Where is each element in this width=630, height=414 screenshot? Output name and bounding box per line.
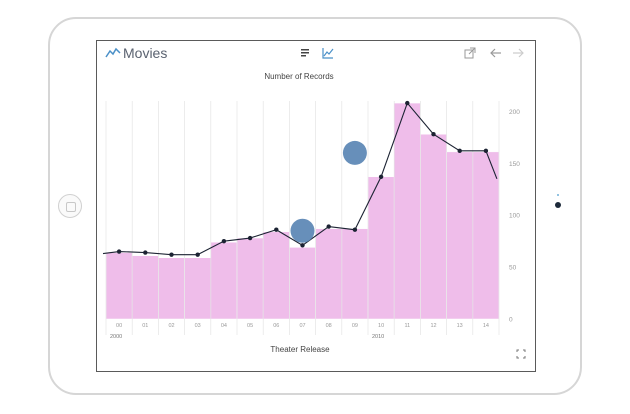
y-tick-label: 200 [509, 109, 520, 116]
app-screen: Movies Number of Records Theater Release… [96, 40, 536, 372]
x-tick-label: 14 [483, 323, 489, 329]
bar-03 [184, 257, 212, 320]
bar-08 [315, 228, 343, 320]
app-title: Movies [123, 45, 168, 61]
line-point-13 [457, 148, 462, 154]
line-point-02 [169, 252, 174, 257]
x-tick-label: 06 [273, 323, 279, 329]
x-tick-label: 13 [457, 323, 463, 329]
chart-view-icon[interactable] [321, 46, 335, 60]
line-point-01 [143, 250, 148, 255]
bar-14 [472, 151, 500, 320]
bar-02 [158, 257, 185, 320]
bar-06 [262, 231, 290, 320]
camera-icon [555, 202, 561, 208]
bubble-09 [342, 140, 367, 165]
year-label: 2010 [372, 334, 384, 340]
bar-00 [105, 252, 133, 320]
bar-09 [341, 228, 369, 320]
expand-icon[interactable] [516, 349, 526, 359]
bar-12 [420, 133, 447, 320]
sensor-dot [557, 194, 559, 196]
list-view-icon[interactable] [298, 46, 312, 60]
line-point-14 [483, 148, 489, 154]
x-tick-label: 11 [404, 323, 410, 329]
line-point-11 [405, 100, 410, 106]
bubble-07 [290, 218, 315, 243]
line-point-10 [378, 174, 384, 179]
line-point-09 [352, 227, 358, 232]
share-icon[interactable] [463, 46, 477, 60]
y-tick-label: 100 [509, 213, 520, 220]
chart-logo-icon [105, 47, 121, 58]
bar-10 [367, 176, 395, 320]
bar-04 [210, 241, 238, 320]
year-label: 2000 [110, 334, 122, 340]
y-tick-label: 50 [509, 265, 517, 272]
x-tick-label: 00 [116, 323, 122, 329]
bar-05 [236, 237, 264, 320]
x-tick-label: 07 [299, 323, 305, 329]
x-tick-label: 02 [168, 323, 174, 329]
chart-title: Number of Records [264, 72, 333, 81]
x-tick-label: 12 [430, 323, 436, 329]
x-tick-label: 03 [195, 323, 201, 329]
line-point-08 [326, 224, 331, 229]
y-tick-label: 0 [509, 317, 513, 324]
forward-arrow-icon[interactable] [511, 46, 525, 60]
x-tick-label: 10 [378, 323, 384, 329]
x-tick-label: 09 [352, 323, 358, 329]
bar-13 [446, 151, 474, 320]
x-tick-label: 05 [247, 323, 253, 329]
line-point-00 [116, 249, 122, 254]
line-point-03 [195, 252, 200, 257]
y-tick-label: 150 [509, 161, 520, 168]
x-tick-label: 08 [326, 323, 332, 329]
line-point-12 [431, 132, 436, 137]
records-chart: Number of Records Theater Release 050100… [102, 72, 520, 354]
back-arrow-icon[interactable] [489, 46, 503, 60]
line-point-04 [221, 238, 227, 244]
bar-11 [393, 102, 421, 320]
x-tick-label: 04 [221, 323, 227, 329]
line-point-05 [247, 235, 253, 241]
x-tick-label: 01 [142, 323, 148, 329]
bar-01 [131, 255, 159, 320]
line-point-06 [274, 227, 279, 232]
x-axis-title: Theater Release [270, 345, 330, 354]
line-point-07 [300, 243, 305, 248]
home-button[interactable] [58, 194, 82, 218]
bar-07 [289, 247, 316, 320]
